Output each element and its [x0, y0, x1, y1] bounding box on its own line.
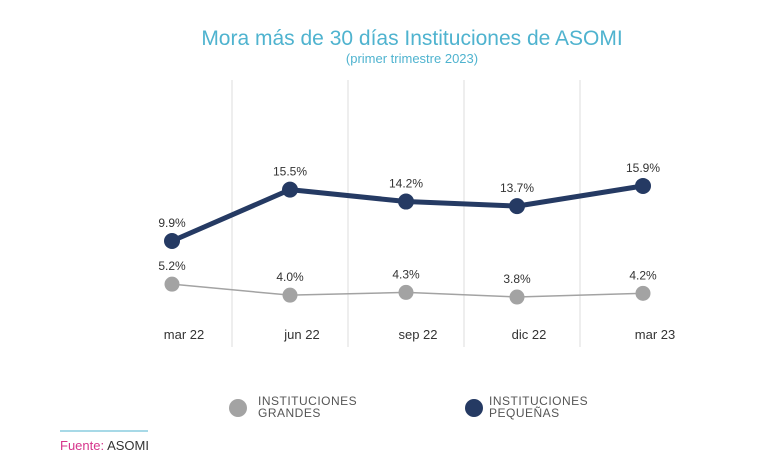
- series-grandes: 5.2% 4.0% 4.3% 3.8% 4.2%: [158, 259, 657, 305]
- chart-title: Mora más de 30 días Instituciones de ASO…: [201, 27, 622, 50]
- x-axis-ticks: mar 22 jun 22 sep 22 dic 22 mar 23: [164, 327, 675, 342]
- legend-label-line: INSTITUCIONES: [489, 394, 588, 408]
- legend-marker: [465, 399, 483, 417]
- data-point: [635, 177, 651, 194]
- data-label: 4.0%: [276, 270, 304, 284]
- data-point: [398, 284, 414, 300]
- series-layer: 5.2% 4.0% 4.3% 3.8% 4.2% 9.9% 15.5% 14.2% 13.7% 1…: [158, 161, 660, 305]
- x-tick-label: sep 22: [398, 327, 437, 342]
- data-point: [164, 276, 180, 292]
- data-label: 14.2%: [389, 177, 423, 191]
- data-label: 3.8%: [503, 272, 531, 286]
- legend-label-line: INSTITUCIONES: [258, 394, 357, 408]
- data-label: 4.3%: [392, 267, 420, 281]
- x-tick-label: jun 22: [283, 327, 319, 342]
- legend-label-line: PEQUEÑAS: [489, 406, 560, 420]
- data-label: 5.2%: [158, 259, 186, 273]
- source-value: ASOMI: [107, 438, 149, 453]
- legend: INSTITUCIONESGRANDESINSTITUCIONESPEQUEÑA…: [229, 394, 588, 420]
- x-tick-label: mar 23: [635, 327, 675, 342]
- source-line: Fuente: ASOMI: [60, 438, 149, 453]
- data-point: [282, 287, 298, 303]
- data-point: [509, 289, 525, 305]
- data-point: [164, 233, 180, 250]
- data-point: [635, 285, 651, 301]
- source-label: Fuente:: [60, 438, 104, 453]
- data-label: 15.5%: [273, 165, 307, 179]
- x-tick-label: dic 22: [512, 327, 547, 342]
- x-tick-label: mar 22: [164, 327, 204, 342]
- data-label: 13.7%: [500, 181, 534, 195]
- legend-marker: [229, 399, 247, 417]
- grid-lines: [231, 80, 581, 347]
- data-point: [509, 198, 525, 215]
- legend-label-line: GRANDES: [258, 406, 321, 420]
- data-label: 4.2%: [629, 268, 657, 282]
- chart-subtitle: (primer trimestre 2023): [346, 51, 478, 66]
- data-label: 15.9%: [626, 161, 660, 175]
- data-point: [282, 181, 298, 198]
- series-pequenas: 9.9% 15.5% 14.2% 13.7% 15.9%: [158, 161, 660, 250]
- data-point: [398, 193, 414, 210]
- data-label: 9.9%: [158, 216, 186, 230]
